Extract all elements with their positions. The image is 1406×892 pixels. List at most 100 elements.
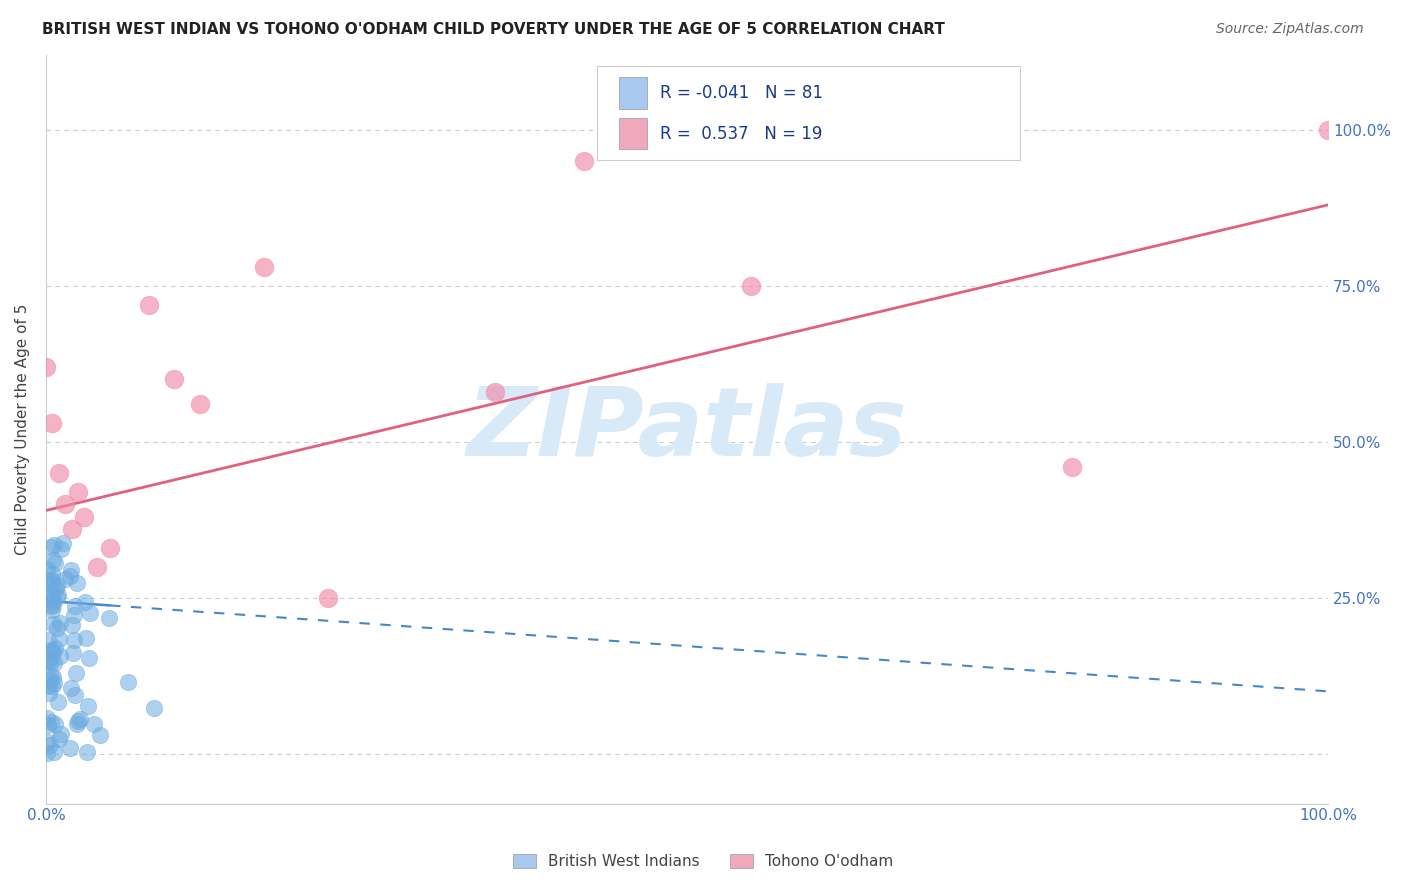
Point [83, 717, 105, 731]
Point [46, 695, 69, 709]
Point [59, 563, 82, 577]
Point [48, 466, 70, 480]
Point [59, 740, 82, 755]
Point [37, 718, 59, 732]
Point [41, 679, 63, 693]
Point [65, 599, 87, 613]
Point [38, 643, 60, 657]
Point [65, 688, 87, 702]
Point [117, 674, 139, 689]
Point [66, 576, 89, 591]
Point [59, 681, 82, 695]
Point [39, 541, 62, 555]
Point [44, 717, 66, 731]
Point [62, 646, 84, 660]
Point [73, 509, 96, 524]
Point [35, 561, 58, 575]
Point [41, 643, 63, 657]
Point [97, 610, 120, 624]
Bar [619, 118, 647, 149]
Point [63, 632, 86, 647]
FancyBboxPatch shape [598, 66, 1021, 160]
Point [42, 646, 65, 660]
Bar [619, 78, 647, 109]
Point [42, 538, 65, 552]
Point [59, 569, 82, 583]
Point [39, 599, 62, 614]
Point [44, 556, 66, 570]
Point [62, 617, 84, 632]
Point [86, 559, 108, 574]
Point [46, 621, 69, 635]
Point [41, 655, 63, 669]
Point [41, 573, 63, 587]
Point [75, 631, 97, 645]
Text: R = -0.041   N = 81: R = -0.041 N = 81 [661, 84, 823, 102]
Point [37, 653, 59, 667]
Point [35, 735, 58, 749]
Point [253, 260, 276, 275]
Point [41, 588, 63, 602]
Point [35, 747, 58, 761]
Point [46, 577, 69, 591]
Point [42, 598, 65, 612]
Point [41, 603, 63, 617]
Point [49, 615, 72, 630]
Point [69, 712, 91, 726]
Point [89, 728, 111, 742]
Point [163, 372, 186, 386]
Point [66, 484, 89, 499]
Point [67, 714, 90, 728]
Point [41, 553, 63, 567]
Point [41, 567, 63, 582]
Point [48, 632, 70, 647]
Point [44, 640, 66, 655]
Point [39, 714, 62, 729]
Point [77, 651, 100, 665]
Point [65, 665, 87, 680]
Point [66, 716, 89, 731]
Point [41, 591, 63, 606]
Point [38, 738, 60, 752]
Point [49, 648, 72, 663]
Point [53, 497, 76, 511]
Point [39, 577, 62, 591]
Text: R =  0.537   N = 19: R = 0.537 N = 19 [661, 125, 823, 143]
Point [46, 588, 69, 602]
Point [1060, 459, 1083, 474]
Point [77, 698, 100, 713]
Text: Source: ZipAtlas.com: Source: ZipAtlas.com [1216, 22, 1364, 37]
Point [48, 731, 70, 746]
Point [38, 679, 60, 693]
Point [39, 573, 62, 587]
Point [37, 710, 59, 724]
Point [38, 686, 60, 700]
Point [41, 593, 63, 607]
Point [41, 669, 63, 683]
Point [38, 672, 60, 686]
Y-axis label: Child Poverty Under the Age of 5: Child Poverty Under the Age of 5 [15, 303, 30, 555]
Point [62, 607, 84, 622]
Legend: British West Indians, Tohono O'odham: British West Indians, Tohono O'odham [506, 848, 900, 875]
Point [316, 591, 339, 605]
Point [98, 541, 121, 555]
Point [76, 745, 98, 759]
Point [138, 298, 160, 312]
Point [484, 384, 506, 399]
Point [41, 416, 63, 430]
Point [75, 595, 97, 609]
Point [37, 632, 59, 647]
Point [51, 726, 73, 740]
Point [42, 656, 65, 670]
Point [45, 581, 67, 595]
Point [42, 676, 65, 690]
Point [740, 279, 762, 293]
Point [188, 397, 211, 411]
Point [42, 670, 65, 684]
Text: BRITISH WEST INDIAN VS TOHONO O'ODHAM CHILD POVERTY UNDER THE AGE OF 5 CORRELATI: BRITISH WEST INDIAN VS TOHONO O'ODHAM CH… [42, 22, 945, 37]
Point [35, 359, 58, 374]
Point [52, 536, 75, 550]
Point [1317, 123, 1340, 137]
Point [35, 584, 58, 599]
Point [53, 572, 76, 586]
